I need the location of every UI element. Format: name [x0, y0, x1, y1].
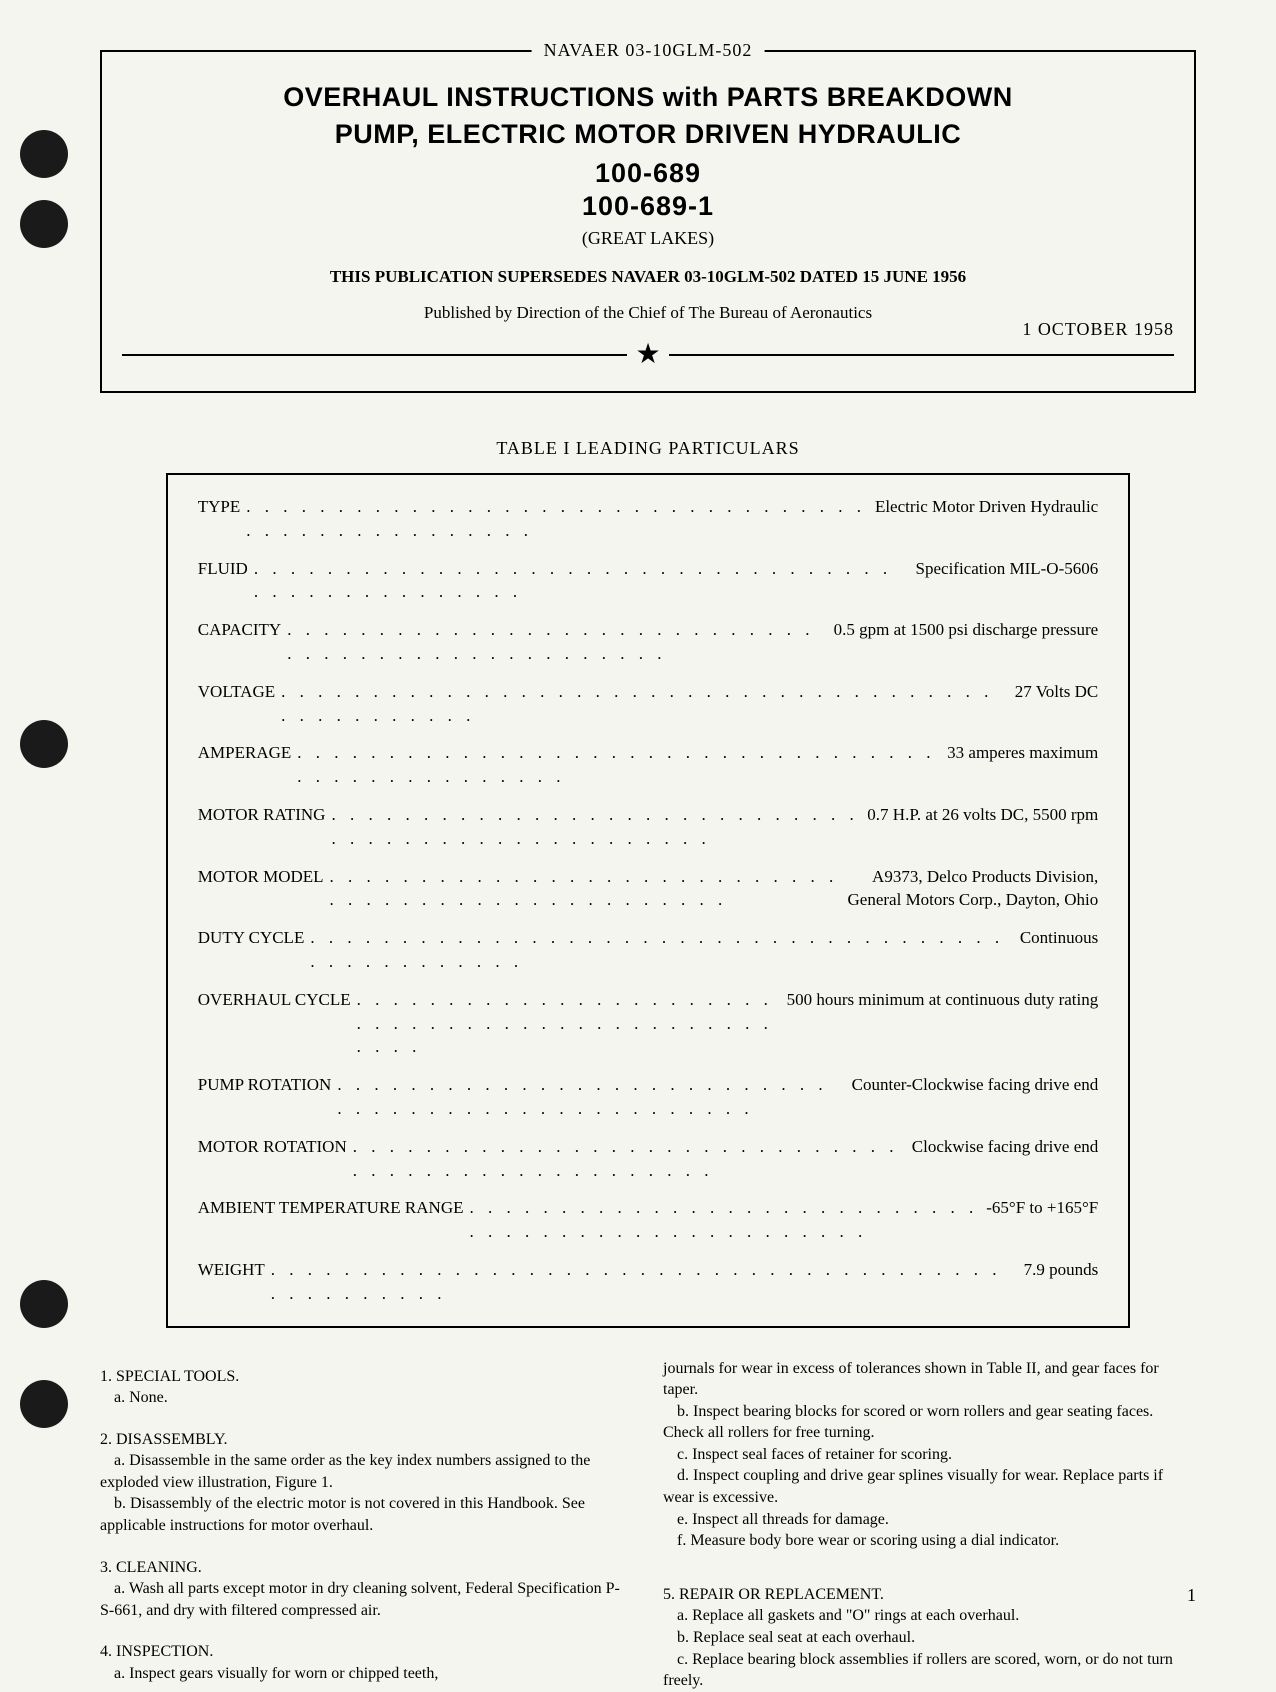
punch-hole — [20, 720, 68, 768]
title-line-2: PUMP, ELECTRIC MOTOR DRIVEN HYDRAULIC — [122, 119, 1174, 150]
leader-dots: . . . . . . . . . . . . . . . . . . . . … — [275, 680, 1015, 728]
body-paragraph: 3. CLEANING. — [100, 1557, 633, 1579]
leader-dots: . . . . . . . . . . . . . . . . . . . . … — [265, 1258, 1024, 1306]
particular-label: MOTOR ROTATION — [198, 1135, 347, 1183]
leader-dots: . . . . . . . . . . . . . . . . . . . . … — [463, 1196, 986, 1244]
leader-dots: . . . . . . . . . . . . . . . . . . . . … — [304, 926, 1020, 974]
body-paragraph: 2. DISASSEMBLY. — [100, 1429, 633, 1451]
particulars-table: TYPE. . . . . . . . . . . . . . . . . . … — [166, 473, 1130, 1328]
leader-dots: . . . . . . . . . . . . . . . . . . . . … — [281, 618, 833, 666]
body-paragraph: 4. INSPECTION. — [100, 1641, 633, 1663]
particular-value: 0.7 H.P. at 26 volts DC, 5500 rpm — [867, 803, 1098, 851]
divider-line — [122, 354, 627, 356]
body-paragraph: b. Replace seal seat at each overhaul. — [663, 1627, 1196, 1649]
body-paragraph: b. Inspect bearing blocks for scored or … — [663, 1401, 1196, 1444]
body-paragraph: journals for wear in excess of tolerance… — [663, 1358, 1196, 1401]
table-row: CAPACITY. . . . . . . . . . . . . . . . … — [198, 618, 1098, 666]
punch-hole — [20, 1380, 68, 1428]
table-row: MOTOR RATING. . . . . . . . . . . . . . … — [198, 803, 1098, 851]
table-row: PUMP ROTATION. . . . . . . . . . . . . .… — [198, 1073, 1098, 1121]
particular-value: 7.9 pounds — [1024, 1258, 1099, 1306]
table-row: DUTY CYCLE. . . . . . . . . . . . . . . … — [198, 926, 1098, 974]
particular-label: PUMP ROTATION — [198, 1073, 332, 1121]
header-box: NAVAER 03-10GLM-502 OVERHAUL INSTRUCTION… — [100, 50, 1196, 393]
body-paragraph: e. Inspect all threads for damage. — [663, 1509, 1196, 1531]
table-row: VOLTAGE. . . . . . . . . . . . . . . . .… — [198, 680, 1098, 728]
leader-dots: . . . . . . . . . . . . . . . . . . . . … — [248, 557, 916, 605]
particular-value: Clockwise facing drive end — [912, 1135, 1098, 1183]
particular-value: 33 amperes maximum — [947, 741, 1098, 789]
table-row: AMBIENT TEMPERATURE RANGE. . . . . . . .… — [198, 1196, 1098, 1244]
body-paragraph: a. Replace all gaskets and "O" rings at … — [663, 1605, 1196, 1627]
table-row: AMPERAGE. . . . . . . . . . . . . . . . … — [198, 741, 1098, 789]
body-text: 1. SPECIAL TOOLS.a. None. 2. DISASSEMBLY.… — [100, 1358, 1196, 1692]
particular-label: MOTOR RATING — [198, 803, 326, 851]
divider-line — [669, 354, 1174, 356]
page-number: 1 — [1187, 1585, 1196, 1606]
body-paragraph: b. Disassembly of the electric motor is … — [100, 1493, 633, 1536]
leader-dots: . . . . . . . . . . . . . . . . . . . . … — [351, 988, 787, 1059]
particular-label: AMBIENT TEMPERATURE RANGE — [198, 1196, 464, 1244]
table-title: TABLE I LEADING PARTICULARS — [100, 438, 1196, 459]
particular-value: Counter-Clockwise facing drive end — [852, 1073, 1099, 1121]
particular-label: MOTOR MODEL — [198, 865, 324, 913]
part-number-1: 100-689 — [122, 158, 1174, 189]
body-paragraph: a. Inspect gears visually for worn or ch… — [100, 1663, 633, 1685]
table-row: OVERHAUL CYCLE. . . . . . . . . . . . . … — [198, 988, 1098, 1059]
particular-value: 500 hours minimum at continuous duty rat… — [787, 988, 1099, 1059]
leader-dots: . . . . . . . . . . . . . . . . . . . . … — [324, 865, 848, 913]
supersedes-notice: THIS PUBLICATION SUPERSEDES NAVAER 03-10… — [122, 267, 1174, 287]
punch-hole — [20, 1280, 68, 1328]
star-divider: ★ 1 OCTOBER 1958 — [122, 341, 1174, 369]
table-row: TYPE. . . . . . . . . . . . . . . . . . … — [198, 495, 1098, 543]
table-row: MOTOR MODEL. . . . . . . . . . . . . . .… — [198, 865, 1098, 913]
particular-label: CAPACITY — [198, 618, 281, 666]
document-number: NAVAER 03-10GLM-502 — [532, 40, 765, 61]
table-row: MOTOR ROTATION. . . . . . . . . . . . . … — [198, 1135, 1098, 1183]
leader-dots: . . . . . . . . . . . . . . . . . . . . … — [325, 803, 867, 851]
leader-dots: . . . . . . . . . . . . . . . . . . . . … — [331, 1073, 851, 1121]
particular-value: Continuous — [1020, 926, 1098, 974]
table-row: FLUID. . . . . . . . . . . . . . . . . .… — [198, 557, 1098, 605]
manufacturer: (GREAT LAKES) — [122, 228, 1174, 249]
leader-dots: . . . . . . . . . . . . . . . . . . . . … — [291, 741, 947, 789]
body-paragraph: 1. SPECIAL TOOLS. — [100, 1366, 633, 1388]
particular-label: AMPERAGE — [198, 741, 292, 789]
particular-value: 27 Volts DC — [1015, 680, 1098, 728]
table-row: WEIGHT. . . . . . . . . . . . . . . . . … — [198, 1258, 1098, 1306]
punch-hole — [20, 130, 68, 178]
publication-date: 1 OCTOBER 1958 — [1022, 319, 1174, 340]
particular-value: Electric Motor Driven Hydraulic — [875, 495, 1098, 543]
particular-label: WEIGHT — [198, 1258, 265, 1306]
body-paragraph: d. Inspect coupling and drive gear splin… — [663, 1465, 1196, 1508]
part-number-2: 100-689-1 — [122, 191, 1174, 222]
particular-label: TYPE — [198, 495, 241, 543]
particular-label: OVERHAUL CYCLE — [198, 988, 351, 1059]
body-paragraph: a. Disassemble in the same order as the … — [100, 1450, 633, 1493]
leader-dots: . . . . . . . . . . . . . . . . . . . . … — [347, 1135, 912, 1183]
body-column-left: 1. SPECIAL TOOLS.a. None. 2. DISASSEMBLY.… — [100, 1358, 633, 1692]
particular-value: A9373, Delco Products Division,General M… — [848, 865, 1099, 913]
star-icon: ★ — [635, 341, 660, 369]
particular-value: Specification MIL-O-5606 — [916, 557, 1099, 605]
particular-label: FLUID — [198, 557, 248, 605]
body-paragraph: a. None. — [100, 1387, 633, 1409]
body-paragraph: a. Wash all parts except motor in dry cl… — [100, 1578, 633, 1621]
particular-label: DUTY CYCLE — [198, 926, 305, 974]
published-by: Published by Direction of the Chief of T… — [122, 303, 1174, 323]
particular-value: 0.5 gpm at 1500 psi discharge pressure — [834, 618, 1099, 666]
particular-label: VOLTAGE — [198, 680, 275, 728]
title-line-1: OVERHAUL INSTRUCTIONS with PARTS BREAKDO… — [122, 82, 1174, 113]
body-paragraph: c. Inspect seal faces of retainer for sc… — [663, 1444, 1196, 1466]
body-paragraph: 5. REPAIR OR REPLACEMENT. — [663, 1584, 1196, 1606]
body-paragraph: f. Measure body bore wear or scoring usi… — [663, 1530, 1196, 1552]
leader-dots: . . . . . . . . . . . . . . . . . . . . … — [240, 495, 875, 543]
body-column-right: journals for wear in excess of tolerance… — [663, 1358, 1196, 1692]
particular-value: -65°F to +165°F — [986, 1196, 1098, 1244]
body-paragraph: c. Replace bearing block assemblies if r… — [663, 1649, 1196, 1692]
punch-hole — [20, 200, 68, 248]
